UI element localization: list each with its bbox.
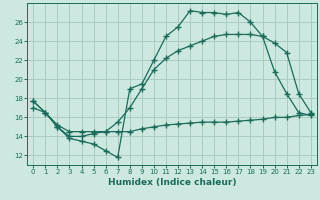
X-axis label: Humidex (Indice chaleur): Humidex (Indice chaleur) <box>108 178 236 187</box>
